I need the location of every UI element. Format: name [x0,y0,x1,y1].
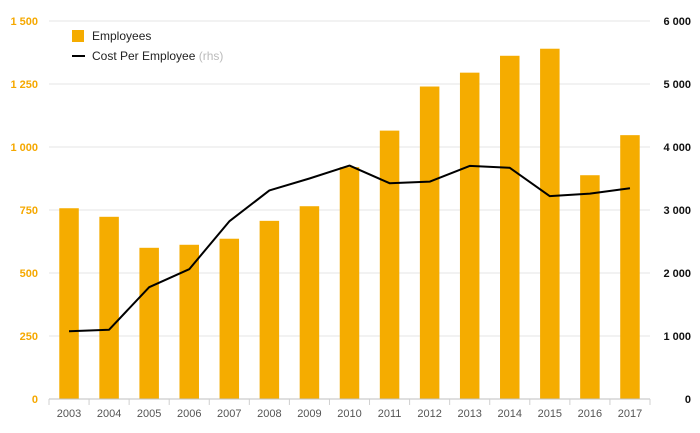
x-tick-label: 2015 [538,408,562,420]
y-right-tick-label: 6 000 [663,16,691,28]
bar-2011 [379,130,400,399]
bar-2007 [219,238,240,399]
x-tick-label: 2005 [137,408,161,420]
y-right-tick-label: 1 000 [663,331,691,343]
y-right-tick-label: 5 000 [663,79,691,91]
x-tick-label: 2004 [97,408,121,420]
x-tick-label: 2013 [457,408,481,420]
legend-label-cost: Cost Per Employee (rhs) [92,49,223,63]
x-tick-label: 2016 [578,408,602,420]
bar-2004 [99,216,119,399]
bar-2005 [139,247,159,399]
x-tick-label: 2010 [337,408,361,420]
y-left-tick-label: 1 250 [10,79,38,91]
x-tick-label: 2003 [57,408,81,420]
x-tick-label: 2017 [618,408,642,420]
bar-2014 [500,55,520,399]
legend-label-cost-name: Cost Per Employee [92,49,196,63]
bar-2010 [339,167,360,399]
y-left-tick-label: 0 [32,394,38,406]
y-left-tick-label: 500 [20,268,38,280]
bar-2006 [179,244,199,399]
y-left-tick-label: 750 [20,205,38,217]
x-tick-label: 2012 [417,408,441,420]
bar-2012 [419,86,440,400]
bar-2008 [259,220,280,399]
legend-label-cost-suffix: (rhs) [199,49,224,63]
y-right-tick-label: 0 [685,394,691,406]
legend: Employees Cost Per Employee (rhs) [72,29,223,63]
x-tick-label: 2008 [257,408,281,420]
legend-swatch-employees [72,30,84,42]
bar-2003 [59,208,79,399]
x-tick-label: 2009 [297,408,321,420]
x-tick-label: 2014 [498,408,522,420]
x-tick-label: 2007 [217,408,241,420]
x-tick-label: 2011 [378,408,402,420]
bar-2013 [459,72,480,399]
cost-line-layer [68,164,631,333]
y-right-tick-label: 2 000 [663,268,691,280]
y-right-tick-label: 4 000 [663,142,691,154]
axes: 2003 2004 2005 2006 2007 2008 2009 2010 2011 2012… [10,16,691,420]
bar-2009 [299,206,320,399]
x-tick-label: 2006 [177,408,201,420]
y-left-tick-label: 250 [20,331,38,343]
bar-2015 [540,48,560,399]
y-left-tick-label: 1 500 [10,16,38,28]
legend-label-employees: Employees [92,29,151,43]
bar-2017 [620,135,640,399]
bar-2016 [580,175,600,399]
y-right-tick-label: 3 000 [663,205,691,217]
y-left-tick-label: 1 000 [10,142,38,154]
employee-bars [59,48,640,400]
